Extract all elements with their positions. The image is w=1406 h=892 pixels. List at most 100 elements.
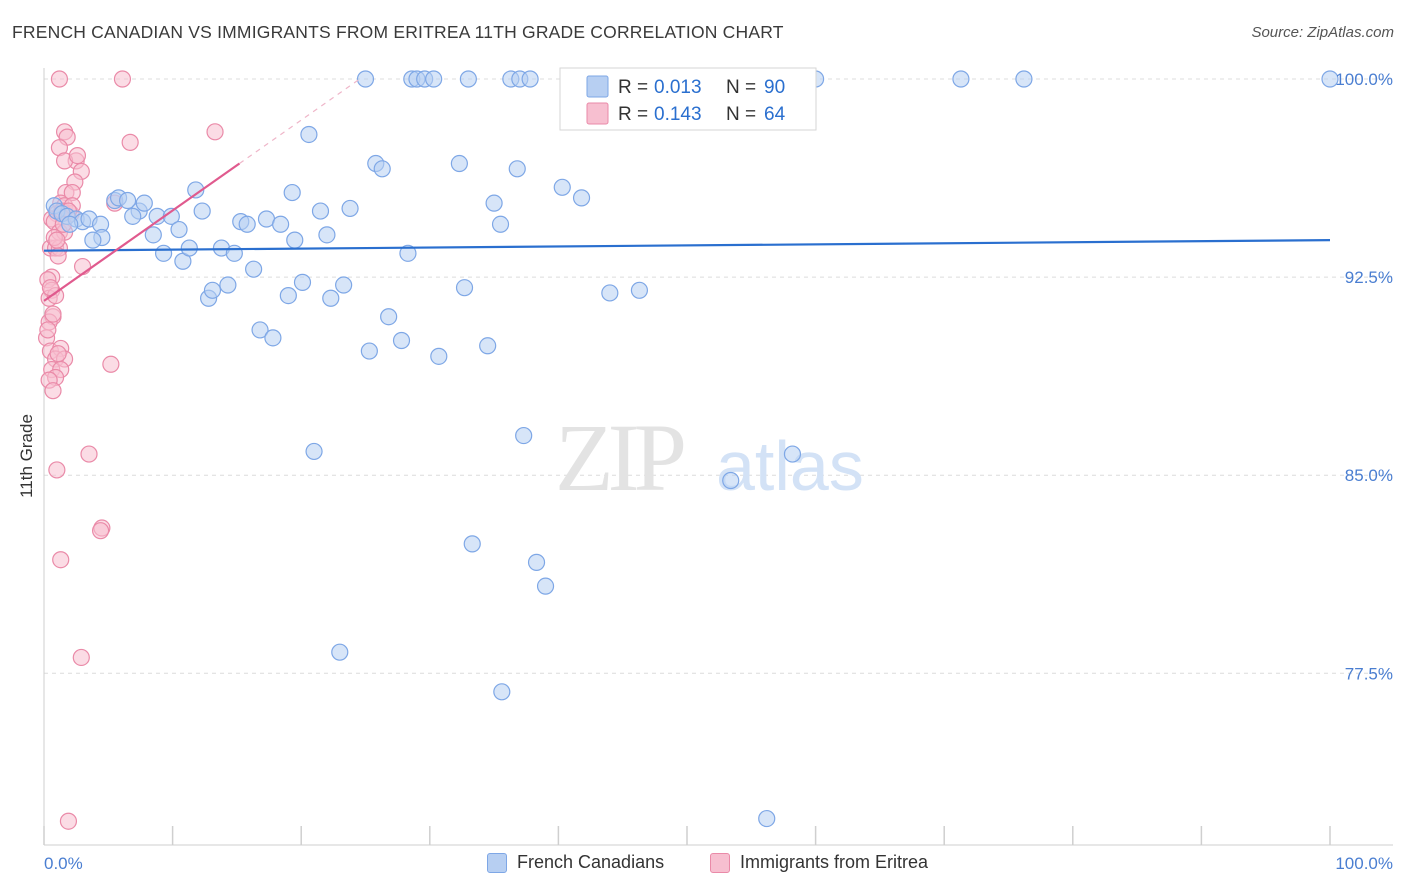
legend-r-label: R =	[618, 77, 648, 98]
legend-r-value: 0.013	[654, 77, 702, 98]
data-point	[135, 194, 153, 212]
legend-n-value: 90	[764, 77, 785, 98]
data-point	[52, 551, 70, 569]
data-point	[91, 522, 110, 540]
legend-swatch-pink	[586, 102, 609, 125]
correlation-legend: R = 0.013 N = 90 R = 0.143 N = 64	[559, 67, 817, 131]
data-point	[102, 355, 120, 373]
data-point	[479, 337, 497, 355]
data-point	[219, 276, 237, 294]
data-point	[1015, 70, 1033, 88]
data-point	[515, 426, 533, 445]
watermark-atlas: atlas	[716, 427, 864, 505]
data-point	[300, 125, 318, 144]
data-point	[286, 231, 304, 249]
data-point	[491, 215, 510, 233]
data-point	[493, 683, 511, 701]
data-point	[245, 260, 263, 278]
data-point	[121, 133, 139, 151]
chart-title: FRENCH CANADIAN VS IMMIGRANTS FROM ERITR…	[12, 22, 784, 42]
y-tick-label: 85.0%	[1345, 466, 1393, 485]
data-point	[84, 231, 102, 249]
data-point	[206, 123, 224, 141]
data-point	[44, 382, 62, 400]
data-point	[225, 244, 243, 262]
legend-label: French Canadians	[517, 852, 665, 872]
data-point	[73, 257, 92, 276]
data-point	[39, 321, 57, 339]
trendline-eritrea	[43, 162, 241, 302]
data-point	[113, 70, 132, 88]
data-point	[572, 189, 591, 207]
x-tick-label-max: 100.0%	[1335, 854, 1393, 873]
data-point	[521, 70, 539, 88]
data-point	[49, 345, 67, 363]
data-point	[356, 70, 375, 88]
data-point	[272, 215, 290, 233]
data-point	[80, 445, 98, 463]
y-tick-labels: 100.0% 92.5% 85.0% 77.5%	[1335, 70, 1393, 683]
legend-n-label: N =	[726, 104, 756, 125]
legend-n-label: N =	[726, 77, 756, 98]
data-point	[311, 202, 330, 220]
data-point	[758, 809, 776, 828]
watermark: ZIP atlas	[555, 404, 864, 511]
legend-item-french-canadians[interactable]: French Canadians	[487, 852, 664, 873]
y-tick-label: 92.5%	[1345, 268, 1393, 287]
data-point	[341, 199, 359, 218]
data-point	[50, 70, 69, 88]
legend-swatch-blue	[586, 75, 609, 98]
data-point	[485, 194, 503, 212]
data-point	[44, 305, 62, 323]
data-point	[1321, 70, 1339, 88]
data-point	[318, 226, 336, 244]
legend-label: Immigrants from Eritrea	[740, 852, 929, 872]
data-point	[238, 215, 256, 233]
data-point	[154, 244, 173, 262]
legend-n-value: 64	[764, 104, 786, 125]
data-point	[293, 273, 312, 291]
data-point	[430, 347, 448, 365]
data-point	[373, 160, 391, 178]
data-point	[124, 207, 142, 225]
y-axis-label: 11th Grade	[17, 414, 36, 498]
data-point	[48, 461, 66, 479]
series-legend: French Canadians Immigrants from Eritrea	[0, 852, 1406, 878]
data-point	[193, 202, 211, 220]
legend-item-eritrea[interactable]: Immigrants from Eritrea	[710, 852, 928, 873]
data-point	[952, 70, 970, 88]
data-point	[380, 308, 398, 326]
data-point	[399, 244, 417, 262]
data-point	[459, 70, 477, 88]
data-point	[170, 220, 188, 239]
data-point	[279, 286, 297, 305]
data-point	[463, 535, 481, 553]
trendline-french-canadians	[43, 239, 1331, 252]
data-point	[264, 329, 282, 347]
trendline-eritrea-extension	[239, 78, 361, 165]
data-point	[118, 191, 137, 210]
axes	[43, 68, 1393, 846]
y-tick-label: 100.0%	[1335, 70, 1393, 89]
legend-r-value: 0.143	[654, 104, 702, 125]
data-point	[630, 281, 649, 299]
data-point	[508, 160, 526, 178]
data-point	[305, 442, 323, 461]
data-point	[553, 178, 571, 196]
data-point	[450, 154, 468, 173]
y-tick-label: 77.5%	[1345, 664, 1393, 683]
data-point	[61, 215, 79, 233]
data-point	[722, 471, 740, 490]
data-point	[144, 226, 162, 244]
grid-lines	[44, 78, 1393, 674]
data-point	[48, 231, 66, 249]
legend-r-label: R =	[618, 104, 648, 125]
legend-swatch-pink	[710, 852, 730, 873]
data-point	[322, 289, 340, 307]
source-label: Source: ZipAtlas.com	[1251, 24, 1394, 41]
data-point	[72, 648, 90, 667]
legend-swatch-blue	[487, 852, 507, 873]
data-point	[251, 321, 269, 339]
data-point	[283, 183, 301, 202]
